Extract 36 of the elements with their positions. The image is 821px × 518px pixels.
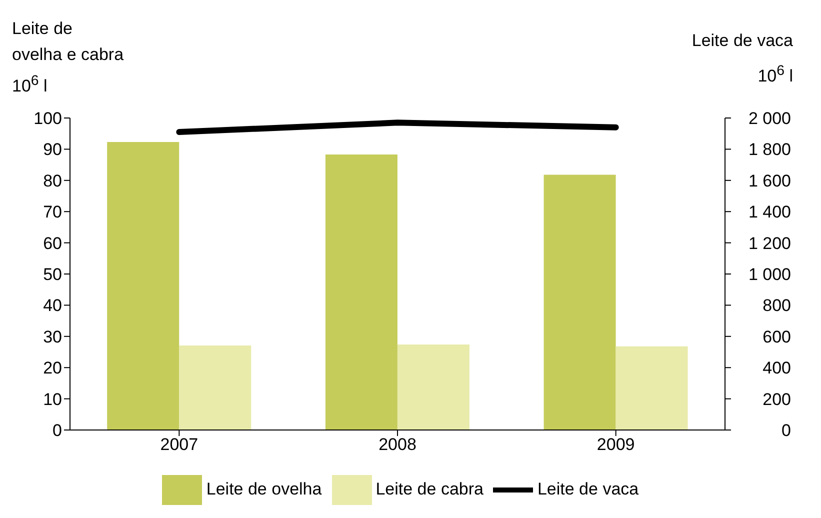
- legend-label: Leite de cabra: [376, 479, 484, 498]
- y-tick-label: 10: [43, 390, 62, 409]
- legend-label: Leite de vaca: [537, 479, 639, 498]
- x-tick-label: 2007: [160, 435, 198, 454]
- y-tick-label: 70: [43, 202, 62, 222]
- y-tick-label: 100: [34, 109, 62, 128]
- y2-tick-label: 0: [782, 421, 791, 440]
- y2-tick-label: 1 000: [748, 265, 791, 284]
- y2-tick-label: 400: [762, 358, 791, 378]
- bar: [179, 345, 252, 430]
- y2-tick-label: 1 400: [748, 202, 791, 222]
- x-tick-label: 2009: [596, 435, 635, 454]
- y2-axis-title: Leite de vaca 10$^{6}$ l: [692, 30, 793, 88]
- y2-tick-label: 800: [762, 296, 791, 316]
- bar: [616, 346, 688, 430]
- bar: [397, 344, 470, 430]
- y-tick-label: 80: [43, 171, 62, 190]
- y2-tick-label: 1 600: [748, 171, 791, 190]
- y-tick-label: 20: [43, 358, 62, 378]
- bar: [544, 174, 616, 430]
- x-tick-label: 2008: [378, 435, 416, 454]
- y-tick-label: 40: [43, 296, 62, 316]
- y-tick-label: 30: [43, 327, 62, 346]
- y-tick-label: 90: [43, 140, 62, 160]
- y2-tick-label: 1 200: [748, 234, 791, 253]
- y2-tick-label: 600: [762, 327, 791, 346]
- y-axis-title: Leite de ovelha e cabra 10$^{6}$ l: [12, 18, 124, 98]
- y2-tick-label: 1 800: [748, 140, 791, 160]
- legend-label: Leite de ovelha: [206, 479, 322, 498]
- y-tick-label: 50: [43, 265, 62, 284]
- bar: [107, 142, 180, 430]
- y2-tick-label: 2 000: [748, 109, 791, 128]
- y-tick-label: 0: [52, 421, 62, 440]
- bar: [325, 154, 398, 430]
- y-tick-label: 60: [43, 234, 62, 253]
- y2-tick-label: 200: [762, 390, 791, 409]
